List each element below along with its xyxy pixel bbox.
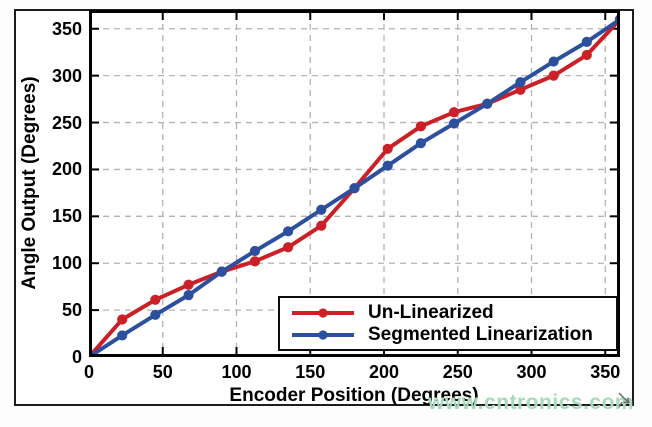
data-point-marker [415,121,426,132]
data-point-marker [448,118,460,129]
data-point-marker [316,220,327,231]
legend-swatch [292,307,354,318]
data-point-marker [448,107,460,118]
x-tick-label: 300 [516,362,547,382]
data-point-marker [349,183,360,194]
y-tick-label: 200 [51,159,82,180]
x-tick-label: 50 [152,362,173,382]
data-point-marker [183,290,194,301]
legend-rows: Un-Linearized Segmented Linearization [290,302,616,346]
data-point-marker [283,242,294,253]
data-point-marker [382,143,393,154]
x-tick-label: 100 [221,362,252,382]
data-point-marker [249,245,261,257]
data-point-marker [150,309,161,320]
data-point-marker [515,77,526,88]
legend-item: Segmented Linearization [290,324,616,346]
y-tick-label: 300 [51,65,82,86]
data-point-marker [581,36,592,47]
y-tick-label: 0 [71,347,82,367]
y-axis-title: Angle Output (Degrees) [19,76,40,290]
legend-swatch [292,329,354,340]
plot-frame [89,10,620,357]
data-point-marker [117,330,128,341]
y-tick-label: 350 [51,18,82,39]
x-tick-label: 200 [368,362,400,382]
x-tick-label: 250 [442,362,473,382]
data-point-marker [150,294,161,305]
legend-item: Un-Linearized [290,302,616,324]
data-point-marker [548,70,559,81]
data-point-marker [382,160,393,171]
data-point-marker [548,56,559,67]
data-point-marker [316,204,327,215]
legend-label: Segmented Linearization [368,323,593,345]
legend-label: Un-Linearized [368,301,494,323]
data-point-marker [482,98,493,109]
legend: Un-Linearized Segmented Linearization [278,296,618,351]
data-point-marker [216,266,227,277]
y-tick-label: 50 [61,300,82,321]
plot-area [89,10,620,357]
y-tick-label: 250 [51,112,82,133]
x-tick-label: 0 [83,362,94,382]
x-tick-label: 350 [590,362,621,382]
data-point-marker [117,314,128,325]
data-point-marker [183,279,194,290]
data-point-marker [249,256,261,267]
data-point-marker [581,49,592,61]
y-tick-label: 150 [51,206,82,227]
x-axis-title: Encoder Position (Degrees) [229,385,479,406]
mouse-cursor-icon [618,392,630,408]
y-tick-label: 100 [51,253,82,274]
data-point-marker [415,138,426,149]
x-tick-label: 150 [295,362,326,382]
watermark-text: www.cntronics.com [428,391,635,414]
data-point-marker [283,226,294,237]
chart-canvas [89,10,620,357]
